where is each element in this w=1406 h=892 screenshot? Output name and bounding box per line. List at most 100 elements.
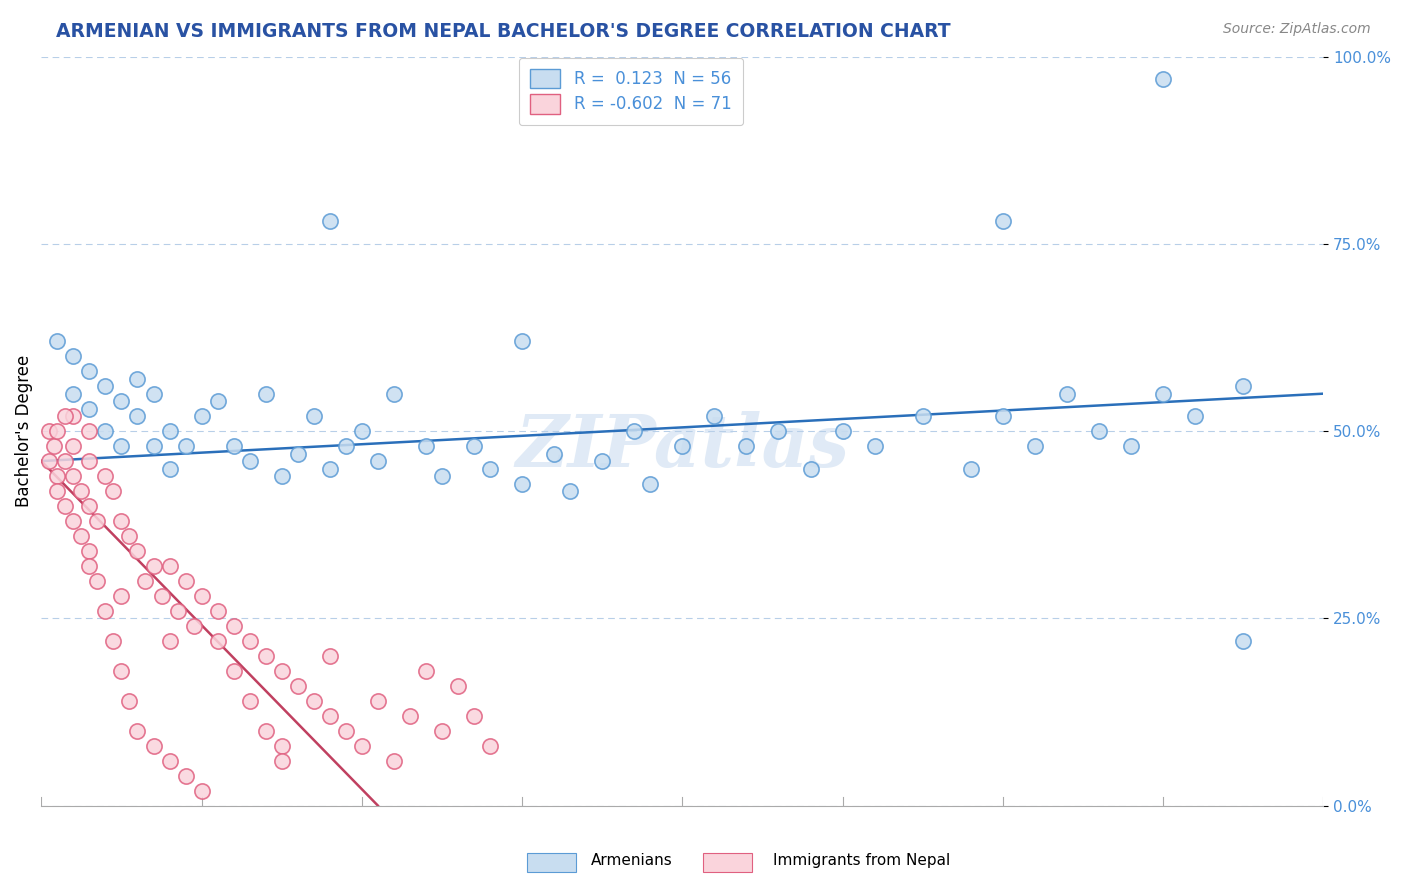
Point [127, 372, 149, 386]
Point [1232, 633, 1254, 648]
Point [399, 708, 422, 723]
Point [319, 214, 342, 228]
Point [254, 648, 277, 663]
Point [623, 424, 645, 438]
Point [319, 648, 342, 663]
Point [159, 558, 181, 573]
Point [103, 483, 125, 498]
Point [735, 439, 758, 453]
Point [239, 454, 262, 468]
Point [270, 739, 292, 753]
Point [222, 439, 245, 453]
Point [207, 394, 229, 409]
Point [70, 529, 93, 543]
Point [159, 754, 181, 768]
Point [638, 476, 661, 491]
Point [38, 454, 60, 468]
Point [382, 386, 405, 401]
Text: Source: ZipAtlas.com: Source: ZipAtlas.com [1223, 22, 1371, 37]
Point [222, 664, 245, 678]
Point [62, 439, 84, 453]
Point [70, 483, 93, 498]
Point [1119, 439, 1142, 453]
Point [79, 544, 101, 558]
Point [190, 783, 212, 797]
Point [350, 739, 373, 753]
Text: Immigrants from Nepal: Immigrants from Nepal [773, 854, 950, 868]
Point [1152, 72, 1174, 87]
Point [94, 379, 117, 393]
Point [463, 708, 485, 723]
Point [799, 461, 821, 475]
Point [110, 514, 132, 528]
Point [991, 214, 1014, 228]
Point [159, 633, 181, 648]
Point [959, 461, 981, 475]
Point [671, 439, 693, 453]
Point [150, 589, 173, 603]
Point [239, 694, 262, 708]
Point [127, 544, 149, 558]
Point [94, 469, 117, 483]
Text: ARMENIAN VS IMMIGRANTS FROM NEPAL BACHELOR'S DEGREE CORRELATION CHART: ARMENIAN VS IMMIGRANTS FROM NEPAL BACHEL… [56, 22, 950, 41]
Point [118, 529, 141, 543]
Point [46, 469, 69, 483]
Point [239, 633, 262, 648]
Point [1088, 424, 1111, 438]
Point [127, 723, 149, 738]
Point [270, 469, 292, 483]
Point [1056, 386, 1078, 401]
Point [38, 424, 60, 438]
Point [142, 739, 165, 753]
Point [86, 574, 108, 588]
Point [270, 664, 292, 678]
Point [335, 439, 357, 453]
Point [110, 589, 132, 603]
Point [166, 604, 188, 618]
Point [207, 604, 229, 618]
Point [1184, 409, 1206, 424]
Point [127, 409, 149, 424]
Point [415, 439, 437, 453]
Point [46, 483, 69, 498]
Point [53, 409, 76, 424]
Point [190, 589, 212, 603]
Point [62, 386, 84, 401]
Point [86, 514, 108, 528]
Point [254, 386, 277, 401]
Point [510, 476, 533, 491]
Y-axis label: Bachelor's Degree: Bachelor's Degree [15, 355, 32, 508]
Point [174, 769, 197, 783]
Point [560, 483, 582, 498]
Point [159, 461, 181, 475]
Point [79, 558, 101, 573]
Point [118, 694, 141, 708]
Text: Armenians: Armenians [591, 854, 672, 868]
Point [302, 409, 325, 424]
Point [62, 469, 84, 483]
Point [543, 447, 565, 461]
Point [270, 754, 292, 768]
Point [79, 454, 101, 468]
Point [46, 334, 69, 349]
Point [430, 469, 453, 483]
Point [367, 694, 389, 708]
Point [1232, 379, 1254, 393]
Point [222, 619, 245, 633]
Point [831, 424, 853, 438]
Point [46, 424, 69, 438]
Point [911, 409, 934, 424]
Point [430, 723, 453, 738]
Point [62, 349, 84, 363]
Point [863, 439, 886, 453]
Point [382, 754, 405, 768]
Point [53, 499, 76, 513]
Point [1024, 439, 1046, 453]
Point [174, 439, 197, 453]
Point [463, 439, 485, 453]
Point [479, 461, 502, 475]
Point [350, 424, 373, 438]
Point [94, 424, 117, 438]
Point [103, 633, 125, 648]
Point [1152, 386, 1174, 401]
